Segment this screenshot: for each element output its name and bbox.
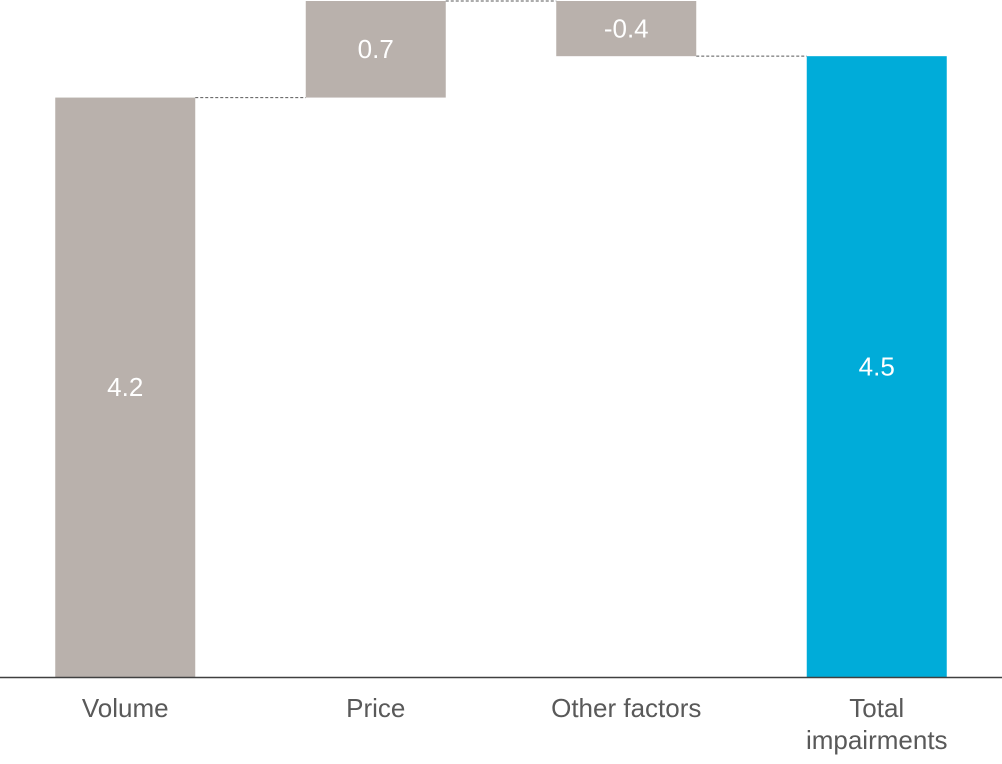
bar <box>305 1 446 98</box>
bar <box>55 97 196 678</box>
value-label: 4.2 <box>107 372 143 402</box>
value-label: 4.5 <box>859 351 895 381</box>
value-label: 0.7 <box>358 34 394 64</box>
category-label: Total impairments <box>805 693 948 755</box>
category-label: Other factors <box>551 693 702 723</box>
category-label: Price <box>346 693 406 723</box>
bar <box>556 1 697 57</box>
category-label: Volume <box>81 693 169 723</box>
bar <box>806 56 947 678</box>
value-label: -0.4 <box>604 13 649 43</box>
